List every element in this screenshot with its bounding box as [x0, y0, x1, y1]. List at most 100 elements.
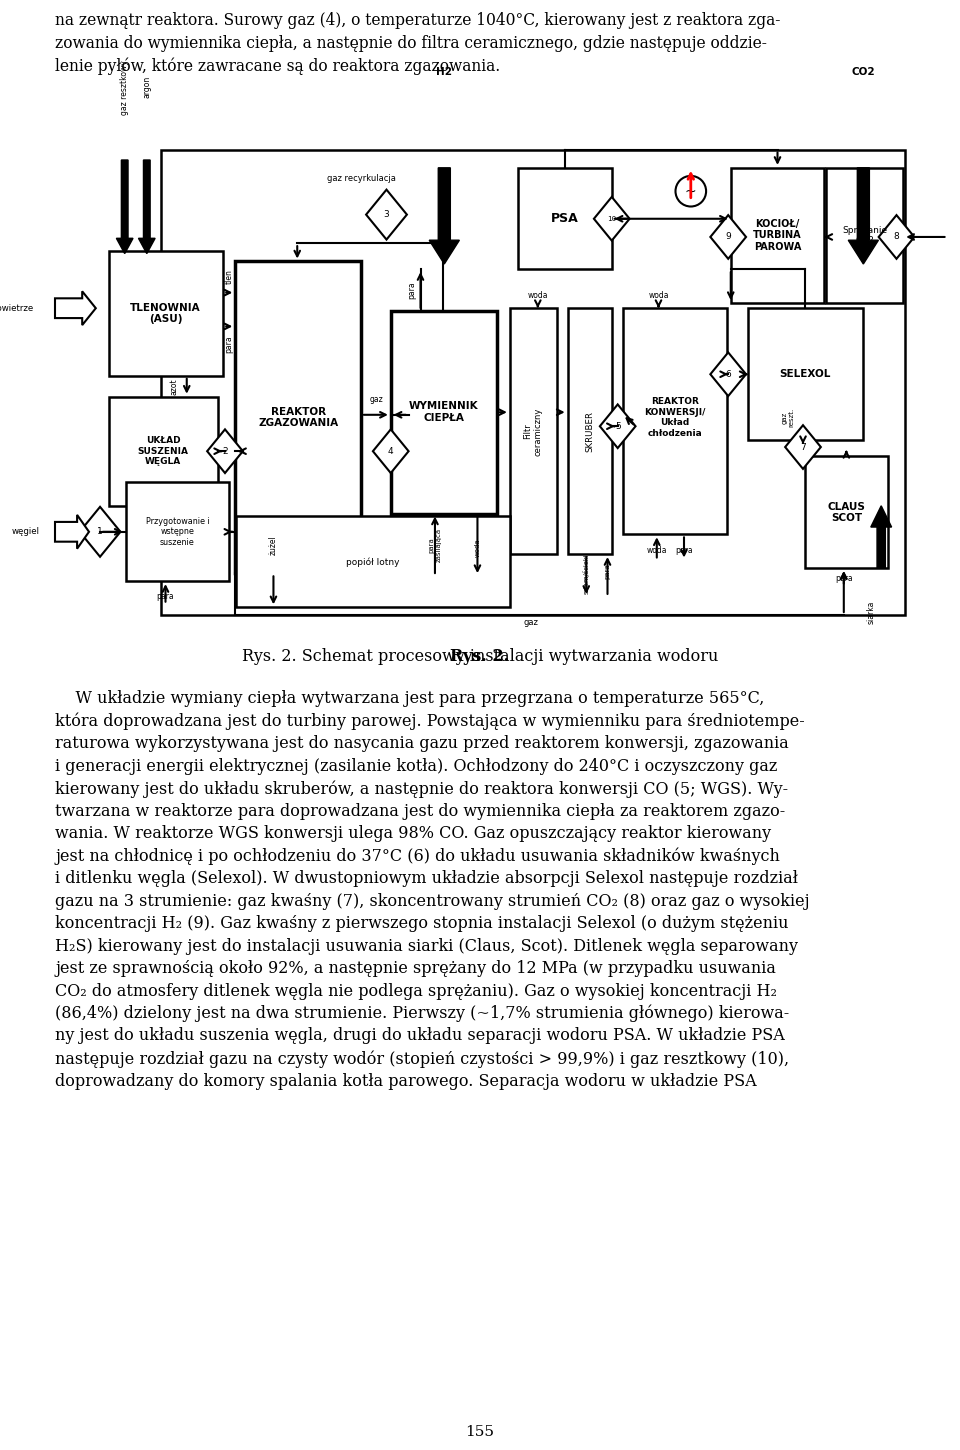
Text: gaz resztkowy: gaz resztkowy: [120, 59, 130, 115]
Text: woda: woda: [528, 290, 548, 300]
Text: gazu na 3 strumienie: gaz kwaśny (7), skoncentrowany strumień CO₂ (8) oraz gaz o: gazu na 3 strumienie: gaz kwaśny (7), sk…: [55, 893, 809, 909]
Text: woda: woda: [474, 538, 480, 557]
Text: 10: 10: [607, 216, 616, 222]
Bar: [567, 309, 612, 554]
Bar: [126, 483, 229, 581]
Text: Przygotowanie i
wstępne
suszenie: Przygotowanie i wstępne suszenie: [146, 516, 209, 547]
Polygon shape: [785, 425, 821, 468]
Text: azot: azot: [170, 378, 179, 394]
Text: wania. W reaktorze WGS konwersji ulega 98% CO. Gaz opuszczający reaktor kierowan: wania. W reaktorze WGS konwersji ulega 9…: [55, 825, 771, 842]
Text: H2: H2: [436, 67, 452, 77]
FancyArrow shape: [138, 160, 156, 254]
Text: para: para: [156, 592, 175, 602]
Text: 155: 155: [466, 1425, 494, 1438]
Text: woda: woda: [648, 290, 669, 300]
Bar: [108, 397, 218, 506]
Bar: [235, 261, 361, 573]
Text: jest na chłodnicę i po ochłodzeniu do 37°C (6) do układu usuwania składników kwa: jest na chłodnicę i po ochłodzeniu do 37…: [55, 847, 780, 866]
Text: następuje rozdział gazu na czysty wodór (stopień czystości > 99,9%) i gaz resztk: następuje rozdział gazu na czysty wodór …: [55, 1050, 789, 1067]
Text: Filtr
ceramiczny: Filtr ceramiczny: [523, 407, 542, 455]
FancyArrow shape: [55, 291, 96, 325]
Polygon shape: [80, 507, 120, 557]
Text: która doprowadzana jest do turbiny parowej. Powstająca w wymienniku para średnio: która doprowadzana jest do turbiny parow…: [55, 712, 804, 729]
Text: KOCIOŁ/
TURBINA
PAROWA: KOCIOŁ/ TURBINA PAROWA: [754, 219, 802, 252]
Text: woda: woda: [646, 545, 667, 554]
Text: żużel: żużel: [269, 535, 278, 555]
Text: para: para: [225, 336, 233, 354]
Text: doprowadzany do komory spalania kotła parowego. Separacja wodoru w układzie PSA: doprowadzany do komory spalania kotła pa…: [55, 1073, 756, 1089]
Text: gaz recyrkulacja: gaz recyrkulacja: [326, 174, 396, 183]
Text: SKRUBER: SKRUBER: [586, 410, 594, 452]
Text: CO2: CO2: [852, 67, 876, 77]
Text: CLAUS
SCOT: CLAUS SCOT: [828, 502, 865, 523]
Text: CO₂ do atmosfery ditlenek węgla nie podlega sprężaniu). Gaz o wysokiej koncentra: CO₂ do atmosfery ditlenek węgla nie podl…: [55, 983, 777, 999]
Text: 1: 1: [97, 528, 103, 536]
Text: (86,4%) dzielony jest na dwa strumienie. Pierwszy (~1,7% strumienia głównego) ki: (86,4%) dzielony jest na dwa strumienie.…: [55, 1005, 789, 1022]
FancyArrow shape: [55, 515, 89, 548]
FancyArrow shape: [429, 168, 460, 264]
Polygon shape: [710, 352, 746, 396]
Text: tlen: tlen: [225, 270, 233, 284]
Text: siarka: siarka: [867, 600, 876, 624]
Text: ny jest do układu suszenia węgla, drugi do układu separacji wodoru PSA. W układz: ny jest do układu suszenia węgla, drugi …: [55, 1028, 784, 1044]
Text: 4: 4: [388, 447, 394, 455]
Bar: [826, 168, 903, 303]
Text: SELEXOL: SELEXOL: [779, 370, 830, 380]
Text: i generacji energii elektrycznej (zasilanie kotła). Ochłodzony do 240°C i oczysz: i generacji energii elektrycznej (zasila…: [55, 757, 778, 774]
Text: W układzie wymiany ciepła wytwarzana jest para przegrzana o temperaturze 565°C,: W układzie wymiany ciepła wytwarzana jes…: [55, 690, 764, 708]
Polygon shape: [366, 190, 407, 239]
Bar: [623, 309, 727, 535]
Text: węgiel: węgiel: [12, 528, 39, 536]
Polygon shape: [372, 429, 409, 473]
Text: gaz: gaz: [370, 394, 383, 403]
Text: Sprężanie
CO2: Sprężanie CO2: [843, 226, 888, 245]
Text: 6: 6: [726, 370, 732, 378]
Bar: [108, 251, 224, 376]
Text: para: para: [835, 574, 852, 583]
Text: i ditlenku węgla (Selexol). W dwustopniowym układzie absorpcji Selexol następuje: i ditlenku węgla (Selexol). W dwustopnio…: [55, 870, 798, 887]
Text: gaz: gaz: [523, 618, 539, 628]
Bar: [731, 168, 825, 303]
Text: 9: 9: [726, 232, 732, 242]
Text: para
zasilająca: para zasilająca: [428, 528, 442, 561]
Text: 5: 5: [614, 422, 620, 431]
Polygon shape: [710, 215, 746, 258]
Polygon shape: [600, 405, 636, 448]
Bar: [391, 310, 497, 513]
Bar: [804, 457, 888, 568]
Text: 7: 7: [800, 442, 805, 451]
Text: popiół lotny: popiół lotny: [347, 557, 399, 567]
Text: powietrze: powietrze: [0, 303, 34, 313]
Bar: [518, 168, 612, 270]
Text: Rys. 2.: Rys. 2.: [450, 648, 510, 666]
Bar: [748, 309, 862, 439]
Polygon shape: [594, 197, 630, 241]
Text: koncentracji H₂ (9). Gaz kwaśny z pierwszego stopnia instalacji Selexol (o dużym: koncentracji H₂ (9). Gaz kwaśny z pierws…: [55, 915, 788, 932]
Text: WYMIENNIK
CIEPŁA: WYMIENNIK CIEPŁA: [409, 402, 478, 423]
Text: REAKTOR
ZGAZOWANIA: REAKTOR ZGAZOWANIA: [258, 406, 338, 428]
Text: para: para: [675, 545, 693, 554]
FancyArrow shape: [116, 160, 133, 254]
Text: TLENOWNIA
(ASU): TLENOWNIA (ASU): [131, 303, 201, 325]
Text: para: para: [605, 563, 611, 579]
Text: szlam/ścieki: szlam/ścieki: [583, 552, 589, 593]
Text: gaz
reszt.: gaz reszt.: [781, 407, 794, 428]
Text: Rys. 2. Schemat procesowy instalacji wytwarzania wodoru: Rys. 2. Schemat procesowy instalacji wyt…: [242, 648, 718, 666]
Text: para: para: [407, 281, 417, 299]
FancyArrow shape: [871, 506, 892, 568]
Text: 8: 8: [894, 232, 900, 242]
Text: UKŁAD
SUSZENIA
WĘGLA: UKŁAD SUSZENIA WĘGLA: [137, 436, 188, 465]
Text: jest ze sprawnością około 92%, a następnie sprężany do 12 MPa (w przypadku usuwa: jest ze sprawnością około 92%, a następn…: [55, 960, 776, 977]
Text: kierowany jest do układu skruberów, a następnie do reaktora konwersji CO (5; WGS: kierowany jest do układu skruberów, a na…: [55, 780, 788, 798]
Text: H₂S) kierowany jest do instalacji usuwania siarki (Claus, Scot). Ditlenek węgla : H₂S) kierowany jest do instalacji usuwan…: [55, 938, 798, 954]
Polygon shape: [207, 429, 243, 473]
Text: ~: ~: [685, 184, 697, 199]
Text: 3: 3: [384, 210, 390, 219]
Text: raturowa wykorzystywana jest do nasycania gazu przed reaktorem konwersji, zgazow: raturowa wykorzystywana jest do nasycani…: [55, 735, 789, 753]
FancyArrow shape: [849, 168, 878, 264]
Text: 2: 2: [222, 447, 228, 455]
Bar: [510, 309, 557, 554]
Text: na zewnątr reaktora. Surowy gaz (4), o temperaturze 1040°C, kierowany jest z rea: na zewnątr reaktora. Surowy gaz (4), o t…: [55, 12, 780, 75]
Bar: [236, 516, 510, 608]
Text: argon: argon: [142, 75, 152, 99]
